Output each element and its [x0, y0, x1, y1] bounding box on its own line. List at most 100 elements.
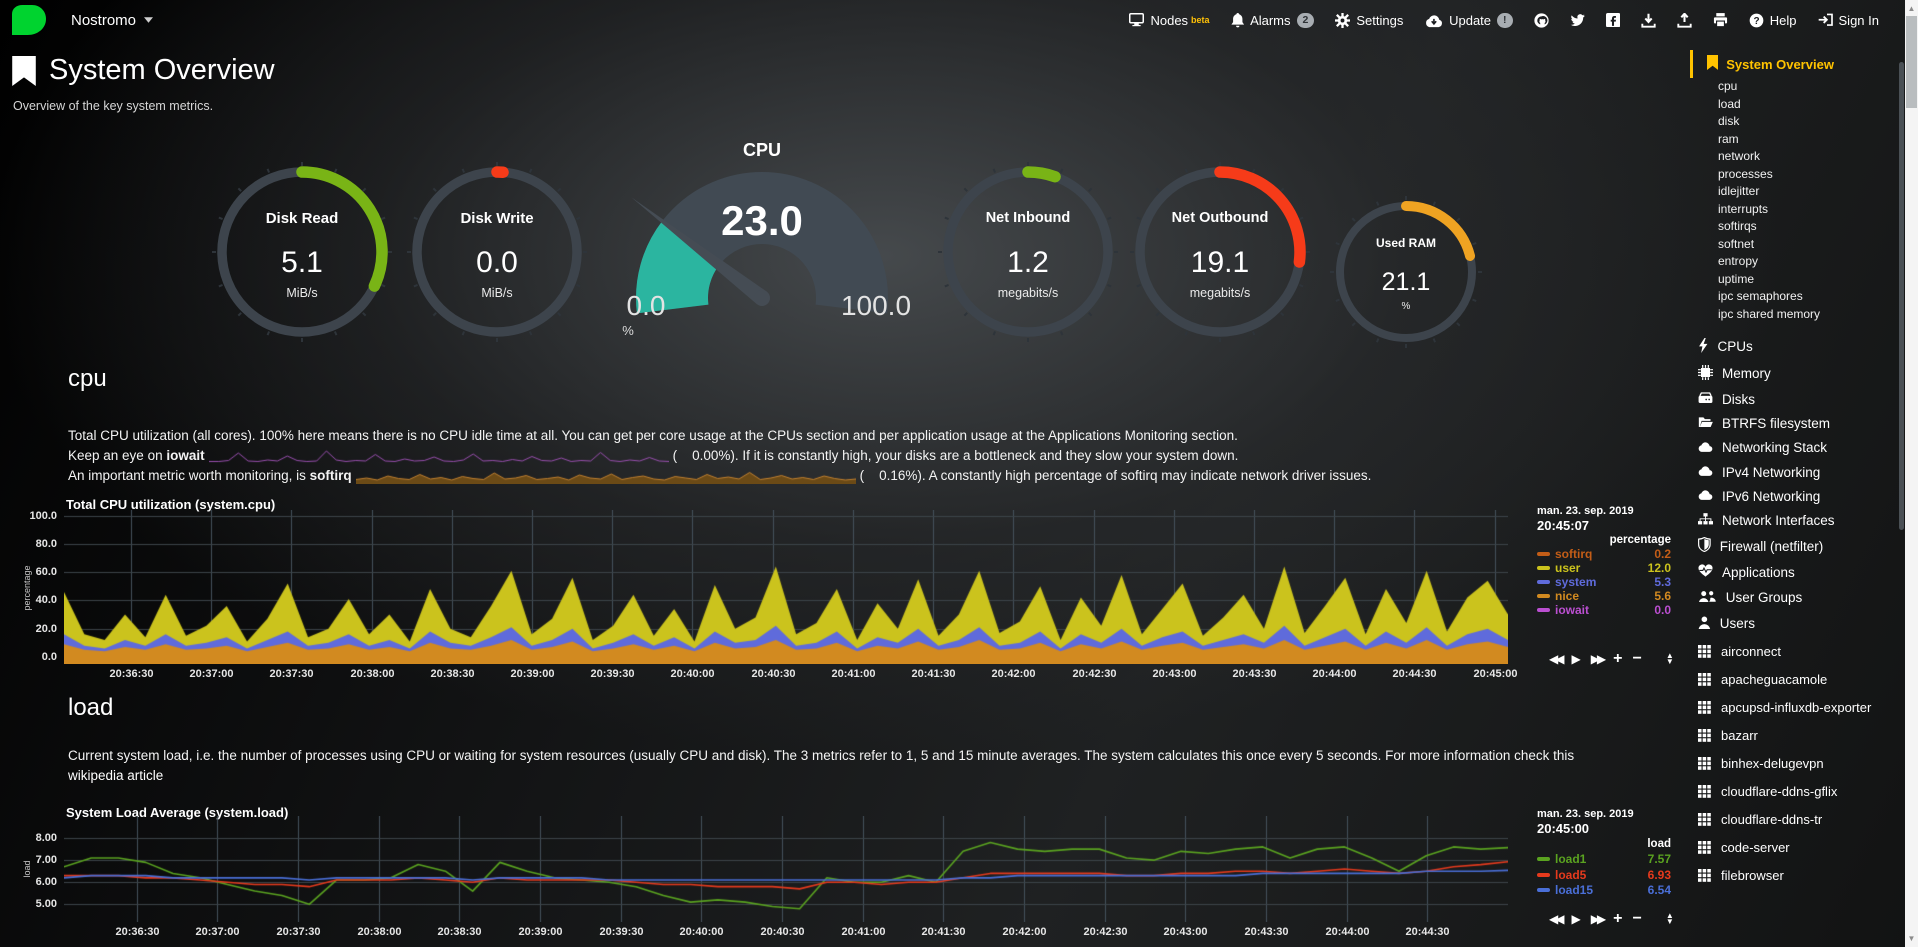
sidebar-item-code-server[interactable]: code-server	[1690, 834, 1900, 862]
x-tick-label: 20:39:00	[518, 926, 563, 938]
iowait-sparkline[interactable]	[208, 448, 669, 464]
sidebar-item-ipv6-networking[interactable]: IPv6 Networking	[1690, 484, 1900, 508]
legend-row-softirq[interactable]: softirq 0.2	[1537, 547, 1671, 561]
gauge-disk-write[interactable]: Disk Write 0.0 MiB/s	[407, 162, 587, 342]
sidebar-item-ipc-shared-memory[interactable]: ipc shared memory	[1718, 306, 1821, 321]
nav-github[interactable]	[1533, 12, 1549, 28]
nav-facebook[interactable]	[1605, 12, 1620, 28]
pan-backward-button[interactable]: ◀◀	[1549, 912, 1565, 926]
nav-signin[interactable]: Sign In	[1818, 13, 1879, 28]
sidebar-item-network-interfaces[interactable]: Network Interfaces	[1690, 508, 1900, 532]
sidebar-item-users[interactable]: Users	[1690, 610, 1900, 637]
zoom-in-button[interactable]: +	[1613, 650, 1623, 667]
legend-row-load5[interactable]: load5 6.93	[1537, 868, 1671, 882]
cpu-chart: Total CPU utilization (system.cpu) perce…	[0, 495, 1918, 690]
nav-update[interactable]: Update!	[1424, 12, 1513, 28]
play-button[interactable]: ▶	[1571, 652, 1581, 666]
nav-help[interactable]: ? Help	[1749, 13, 1797, 28]
sidebar-item-apcupsd-influxdb-exporter[interactable]: apcupsd-influxdb-exporter	[1690, 694, 1900, 722]
nav-settings[interactable]: Settings	[1335, 12, 1403, 28]
sidebar-item-cloudflare-ddns-tr[interactable]: cloudflare-ddns-tr	[1690, 806, 1900, 834]
pan-backward-button[interactable]: ◀◀	[1549, 652, 1565, 666]
legend-row-system[interactable]: system 5.3	[1537, 575, 1671, 589]
sidebar-item-softnet[interactable]: softnet	[1718, 236, 1755, 251]
page-scrollbar-thumb[interactable]	[1906, 16, 1917, 108]
legend-row-iowait[interactable]: iowait 0.0	[1537, 603, 1671, 617]
sidebar-item-load[interactable]: load	[1718, 96, 1741, 111]
gauge-net-inbound[interactable]: Net Inbound 1.2 megabits/s	[938, 162, 1118, 342]
legend-row-load15[interactable]: load15 6.54	[1537, 883, 1671, 897]
sidebar-item-softirqs[interactable]: softirqs	[1718, 219, 1757, 233]
pan-forward-button[interactable]: ▶▶	[1590, 652, 1607, 666]
nav-label: Alarms	[1250, 12, 1291, 28]
nav-nodes[interactable]: Nodes beta	[1129, 13, 1210, 28]
gauge-used-ram[interactable]: Used RAM 21.1 %	[1316, 182, 1496, 362]
x-tick-label: 20:39:00	[510, 668, 555, 680]
legend-row-nice[interactable]: nice 5.6	[1537, 589, 1671, 603]
gauge-cpu[interactable]: CPU 23.0 0.0 100.0 %	[612, 140, 912, 350]
play-button[interactable]: ▶	[1571, 912, 1581, 926]
nav-print[interactable]	[1713, 12, 1728, 28]
gauge-net-outbound[interactable]: Net Outbound 19.1 megabits/s	[1130, 162, 1310, 342]
sidebar-item-filebrowser[interactable]: filebrowser	[1690, 862, 1900, 890]
x-tick-label: 20:44:30	[1405, 926, 1450, 938]
sidebar-item-apacheguacamole[interactable]: apacheguacamole	[1690, 666, 1900, 694]
sidebar-item-user-groups[interactable]: User Groups	[1690, 585, 1900, 610]
legend-row-load1[interactable]: load1 7.57	[1537, 852, 1671, 866]
sidebar-item-disks[interactable]: Disks	[1690, 387, 1900, 411]
legend-time: 20:45:07	[1537, 518, 1590, 533]
sidebar-item-binhex-delugevpn[interactable]: binhex-delugevpn	[1690, 750, 1900, 778]
sidebar-item-cpus[interactable]: CPUs	[1690, 333, 1900, 360]
zoom-in-button[interactable]: +	[1613, 910, 1623, 927]
nav-download[interactable]	[1641, 13, 1656, 28]
gauge-disk-read[interactable]: Disk Read 5.1 MiB/s	[212, 162, 392, 342]
sidebar-item-airconnect[interactable]: airconnect	[1690, 638, 1900, 666]
sidebar-item-applications[interactable]: Applications	[1690, 560, 1900, 586]
scroll-up-icon[interactable]: ▲	[1907, 4, 1916, 13]
nav-twitter[interactable]	[1570, 13, 1585, 27]
sidebar-item-idlejitter[interactable]: idlejitter	[1718, 184, 1760, 198]
sidebar-item-ipv4-networking[interactable]: IPv4 Networking	[1690, 460, 1900, 484]
wikipedia-link[interactable]: wikipedia article	[68, 768, 164, 783]
sidebar-item-system-overview[interactable]: System Overview	[1690, 50, 1900, 78]
sidebar-item-cloudflare-ddns-gflix[interactable]: cloudflare-ddns-gflix	[1690, 778, 1900, 806]
zoom-out-button[interactable]: −	[1632, 650, 1642, 667]
nav-upload[interactable]	[1677, 12, 1692, 28]
zoom-out-button[interactable]: −	[1632, 910, 1642, 927]
legend-row-user[interactable]: user 12.0	[1537, 561, 1671, 575]
sidebar-item-interrupts[interactable]: interrupts	[1718, 201, 1769, 216]
hostname-menu[interactable]: Nostromo	[71, 12, 154, 29]
x-tick-label: 20:41:00	[831, 668, 876, 680]
sidebar-item-uptime[interactable]: uptime	[1718, 271, 1755, 286]
sidebar-item-btrfs-filesystem[interactable]: BTRFS filesystem	[1690, 412, 1900, 436]
print-icon	[1713, 12, 1728, 28]
sidebar-item-networking-stack[interactable]: Networking Stack	[1690, 436, 1900, 460]
softirq-sparkline[interactable]	[355, 468, 856, 484]
nav-alarms[interactable]: Alarms 2	[1230, 12, 1315, 28]
sidebar-item-processes[interactable]: processes	[1718, 166, 1773, 181]
cpu-chart-canvas[interactable]	[64, 510, 1508, 664]
sidebar-item-firewall-netfilter-[interactable]: Firewall (netfilter)	[1690, 533, 1900, 560]
sidebar-item-cpu[interactable]: cpu	[1718, 79, 1738, 93]
page-scrollbar[interactable]: ▲ ▼	[1905, 0, 1918, 947]
sidebar-item-bazarr[interactable]: bazarr	[1690, 722, 1900, 750]
load-chart-toolbar: ◀◀ ▶ ▶▶ + − ▲ ▼	[1549, 910, 1674, 927]
scroll-down-icon[interactable]: ▼	[1907, 934, 1916, 943]
sidebar-item-network[interactable]: network	[1718, 149, 1761, 163]
sidebar-item-entropy[interactable]: entropy	[1718, 254, 1759, 268]
resize-handle[interactable]: ▲ ▼	[1665, 911, 1674, 926]
legend-series-value: 12.0	[1647, 561, 1671, 575]
resize-handle[interactable]: ▲ ▼	[1665, 651, 1674, 666]
gauge-title: Net Outbound	[1171, 210, 1269, 226]
sidebar-scrollbar-thumb[interactable]	[1899, 62, 1904, 530]
sidebar-item-disk[interactable]: disk	[1718, 114, 1740, 128]
load-chart-canvas[interactable]	[64, 816, 1508, 922]
x-tick-label: 20:40:30	[751, 668, 796, 680]
legend-unit: percentage	[1609, 534, 1671, 546]
sidebar-item-ram[interactable]: ram	[1718, 131, 1739, 146]
gauge-value: 5.1	[281, 246, 323, 279]
pan-forward-button[interactable]: ▶▶	[1590, 912, 1607, 926]
sidebar-item-memory[interactable]: Memory	[1690, 360, 1900, 387]
sidebar-item-ipc-semaphores[interactable]: ipc semaphores	[1718, 289, 1803, 303]
netdata-logo-icon[interactable]	[11, 4, 47, 36]
